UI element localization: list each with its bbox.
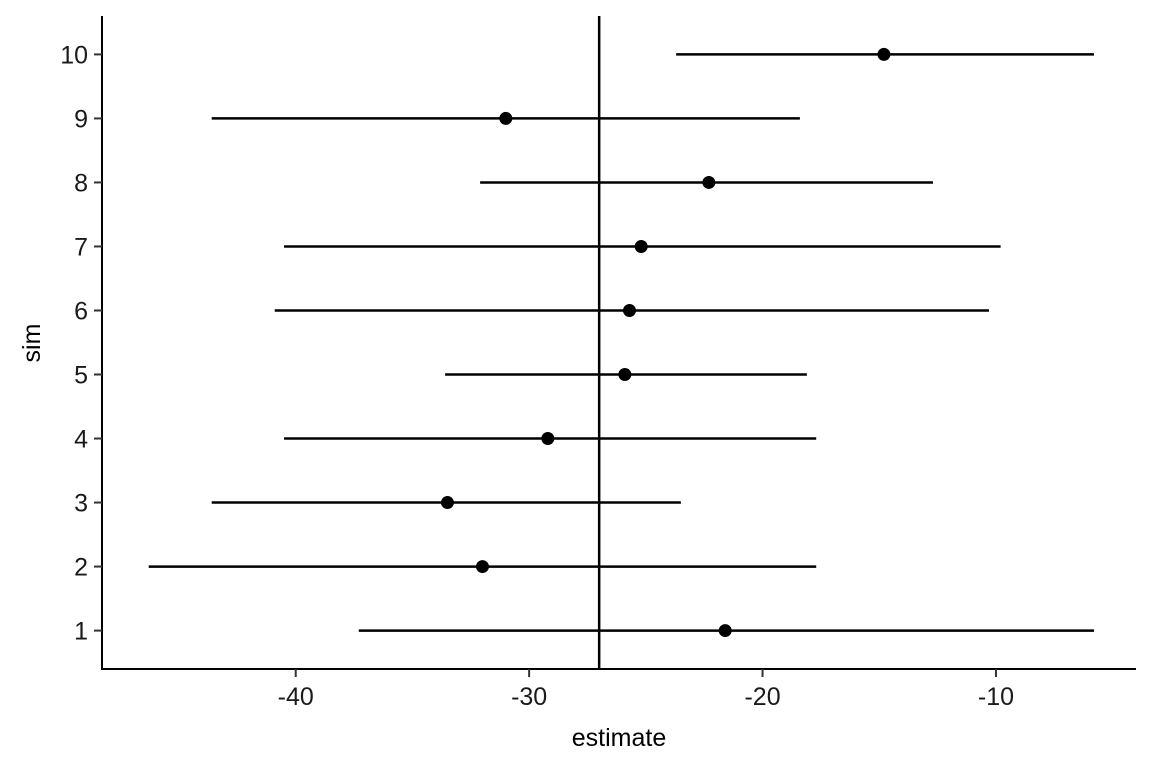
estimate-point-sim-9 — [499, 111, 513, 125]
y-tick-label: 9 — [74, 105, 88, 133]
estimate-point-sim-10 — [877, 47, 891, 61]
estimate-point-sim-5 — [618, 368, 632, 382]
y-tick-label: 1 — [74, 618, 88, 646]
y-tick-label: 5 — [74, 362, 88, 390]
y-tick-label: 6 — [74, 297, 88, 325]
y-tick-label: 10 — [60, 41, 88, 69]
estimate-point-sim-2 — [475, 560, 489, 574]
estimate-point-sim-4 — [541, 432, 555, 446]
plot-area — [148, 16, 1094, 669]
x-axis-title: estimate — [572, 724, 666, 752]
estimate-point-sim-6 — [623, 303, 637, 317]
estimate-point-sim-3 — [440, 496, 454, 510]
estimate-point-sim-8 — [702, 175, 716, 189]
y-axis-title: sim — [18, 324, 46, 363]
y-tick-label: 7 — [74, 233, 88, 261]
y-tick-label: 2 — [74, 554, 88, 582]
y-tick-label: 8 — [74, 169, 88, 197]
estimate-point-sim-7 — [634, 239, 648, 253]
x-axis-ticks: -40 -30 -20 -10 — [278, 669, 1014, 711]
y-tick-label: 3 — [74, 490, 88, 518]
x-tick-label: -20 — [744, 683, 780, 711]
x-tick-label: -30 — [511, 683, 547, 711]
y-axis-ticks: 1 2 3 4 5 6 7 8 9 10 — [60, 41, 102, 646]
y-tick-label: 4 — [74, 426, 88, 454]
x-tick-label: -40 — [278, 683, 314, 711]
x-tick-label: -10 — [978, 683, 1014, 711]
estimate-point-sim-1 — [718, 624, 732, 638]
